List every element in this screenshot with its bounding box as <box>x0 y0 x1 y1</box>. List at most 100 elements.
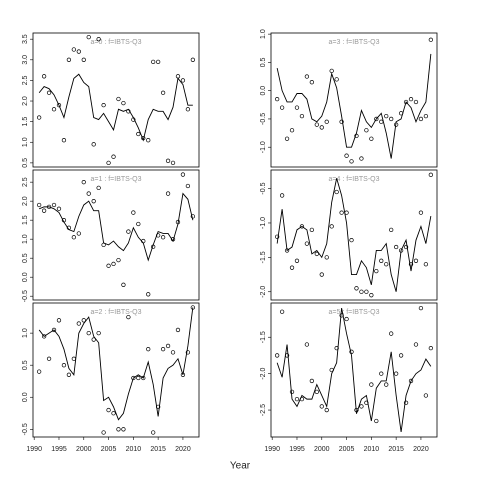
data-point <box>389 227 394 232</box>
panel-frame <box>270 32 438 168</box>
data-point <box>423 113 429 119</box>
data-point <box>131 375 136 381</box>
data-point <box>165 191 171 196</box>
data-point <box>393 244 399 250</box>
data-point <box>354 286 359 291</box>
x-tick-label: 1995 <box>51 446 67 453</box>
data-point <box>116 427 121 432</box>
data-point <box>76 49 81 54</box>
y-tick-label: -2.5 <box>260 404 267 416</box>
data-point <box>106 407 111 413</box>
y-tick-label: 0.0 <box>22 392 29 402</box>
data-point <box>329 224 334 229</box>
data-point <box>175 327 181 333</box>
data-point <box>274 234 280 239</box>
data-point <box>86 191 91 196</box>
x-tick-label: 2020 <box>175 446 191 453</box>
data-point <box>364 128 369 133</box>
data-point <box>384 113 389 119</box>
y-tick-label: 2.5 <box>22 75 29 85</box>
data-point <box>160 347 166 352</box>
data-point <box>51 107 57 112</box>
data-point <box>379 258 384 263</box>
data-point <box>289 265 295 270</box>
data-point <box>46 356 52 361</box>
y-tick-label: -1.0 <box>260 217 267 229</box>
data-point <box>101 430 106 435</box>
data-point <box>46 90 52 95</box>
data-point <box>334 77 339 82</box>
data-point <box>359 404 364 409</box>
y-tick-label: 0.0 <box>260 86 267 96</box>
data-point <box>374 418 379 424</box>
data-point <box>56 103 62 108</box>
data-point <box>170 350 176 355</box>
data-point <box>379 119 384 124</box>
y-tick-label: -1.5 <box>260 251 267 263</box>
y-tick-label: 0.0 <box>22 272 29 282</box>
x-tick-label: 1995 <box>289 446 305 453</box>
data-point <box>389 116 394 122</box>
y-tick-label: 1.0 <box>22 328 29 338</box>
data-point <box>359 289 364 294</box>
y-tick-label: 0.5 <box>22 360 29 370</box>
data-point <box>136 221 141 227</box>
data-point <box>121 282 126 287</box>
data-point <box>299 224 305 229</box>
data-point <box>334 189 339 195</box>
data-point <box>81 57 86 62</box>
x-tick-label: 2015 <box>150 446 166 453</box>
data-point <box>349 238 354 243</box>
data-point <box>51 202 57 208</box>
data-point <box>403 400 409 405</box>
data-point <box>66 57 72 62</box>
data-point <box>428 172 434 177</box>
data-point <box>126 314 131 320</box>
data-point <box>403 99 409 105</box>
data-point <box>111 261 116 267</box>
x-tick-label: 1990 <box>26 446 42 453</box>
panel-frame <box>270 169 438 301</box>
data-point <box>111 411 116 416</box>
fit-line <box>276 178 432 292</box>
data-point <box>384 382 389 387</box>
x-tick-label: 2005 <box>101 446 117 453</box>
y-tick-label: 0.5 <box>22 158 29 168</box>
data-point <box>369 293 374 298</box>
data-point <box>389 331 394 336</box>
x-tick-label: 2015 <box>388 446 404 453</box>
data-point <box>56 318 62 323</box>
y-tick-label: -1.5 <box>260 331 267 343</box>
data-point <box>339 210 344 215</box>
panel-title: a=5 : f=IBTS-Q3 <box>329 309 380 316</box>
data-point <box>418 305 424 311</box>
data-point <box>418 210 424 215</box>
y-tick-label: -0.5 <box>260 113 267 125</box>
y-tick-label: 1.0 <box>22 234 29 244</box>
data-point <box>408 97 414 102</box>
x-axis-label: Year <box>230 461 251 472</box>
data-point <box>413 99 419 105</box>
data-point <box>393 371 399 376</box>
data-point <box>304 342 310 347</box>
data-point <box>76 321 81 326</box>
data-point <box>319 272 324 277</box>
panel-frame <box>32 169 200 301</box>
y-tick-label: 2.5 <box>22 177 29 187</box>
data-point <box>146 138 151 143</box>
data-point <box>91 142 96 147</box>
x-tick-label: 2020 <box>413 446 429 453</box>
data-point <box>324 407 329 413</box>
data-point <box>170 160 176 166</box>
data-point <box>81 180 86 185</box>
data-point <box>279 105 285 110</box>
data-point <box>299 113 305 119</box>
x-tick-label: 2000 <box>314 446 330 453</box>
data-point <box>403 244 409 250</box>
data-point <box>289 128 295 133</box>
data-point <box>379 371 384 376</box>
y-tick-label: 3.5 <box>22 34 29 44</box>
panel-frame <box>32 302 200 438</box>
data-point <box>428 37 434 42</box>
